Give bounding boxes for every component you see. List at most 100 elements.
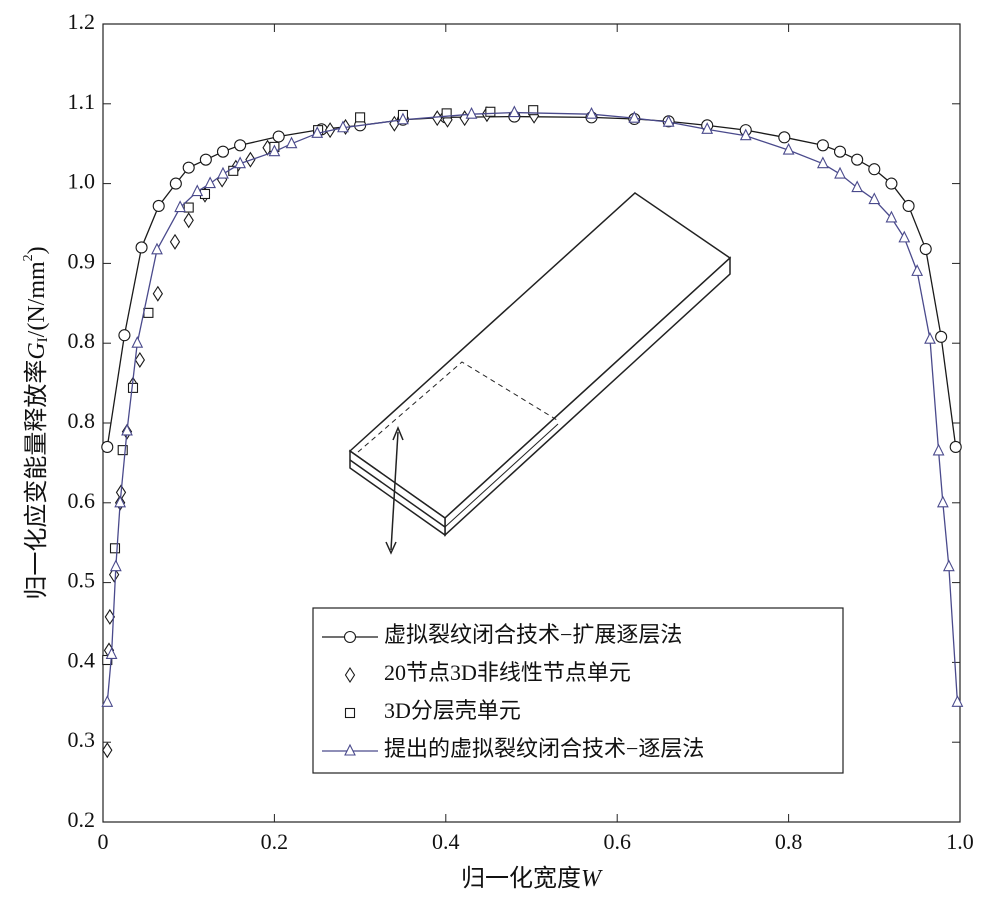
- x-tick-label: 0.4: [432, 829, 460, 854]
- marker-triangle: [701, 122, 714, 134]
- marker-triangle: [834, 166, 846, 179]
- marker-circle: [234, 139, 247, 152]
- y-label-superscript: 2: [21, 254, 36, 261]
- marker-triangle: [739, 128, 752, 141]
- marker-triangle: [285, 136, 298, 149]
- marker-triangle: [508, 105, 521, 118]
- x-tick-label: 0.8: [775, 829, 803, 854]
- marker-circle: [885, 177, 898, 190]
- y-label-symbol: G: [24, 342, 50, 359]
- y-label-text: 归一化应变能量释放率: [23, 360, 50, 600]
- marker-triangle: [101, 695, 114, 707]
- legend-marker: [343, 630, 357, 644]
- legend-label: 20节点3D非线性节点单元: [384, 660, 631, 685]
- marker-diamond: [152, 285, 164, 302]
- marker-triangle: [851, 180, 864, 193]
- x-label-symbol: W: [581, 866, 603, 892]
- marker-triangle: [397, 112, 409, 125]
- x-tick-label: 0.6: [603, 829, 631, 854]
- marker-circle: [868, 163, 881, 176]
- marker-triangle: [268, 144, 281, 157]
- y-tick-label: 0.4: [68, 647, 96, 672]
- marker-square: [441, 108, 452, 119]
- y-label-subscript: I: [35, 337, 51, 342]
- legend-marker: [344, 707, 356, 719]
- marker-triangle: [662, 114, 675, 127]
- marker-triangle: [932, 443, 945, 456]
- marker-circle: [199, 153, 212, 166]
- marker-circle: [169, 177, 182, 190]
- marker-triangle: [311, 126, 324, 138]
- marker-square: [102, 654, 113, 666]
- marker-diamond: [432, 110, 443, 127]
- marker-circle: [272, 130, 285, 143]
- marker-triangle: [868, 192, 881, 205]
- marker-triangle: [174, 200, 187, 213]
- marker-circle: [851, 153, 864, 166]
- marker-circle: [216, 145, 230, 158]
- marker-circle: [135, 241, 148, 254]
- marker-circle: [949, 440, 962, 453]
- legend-marker: [344, 743, 356, 756]
- marker-triangle: [131, 335, 144, 348]
- x-tick-label: 0: [98, 829, 109, 854]
- y-tick-label: 0.2: [68, 807, 96, 832]
- y-tick-label: 0.3: [68, 727, 96, 752]
- marker-triangle: [191, 184, 204, 197]
- x-tick-label: 1.0: [946, 829, 974, 854]
- marker-diamond: [134, 351, 146, 368]
- marker-circle: [182, 161, 195, 174]
- marker-circle: [152, 199, 165, 212]
- marker-circle: [816, 139, 829, 152]
- marker-circle: [778, 131, 791, 144]
- y-label-unit-end: ): [24, 246, 50, 254]
- x-tick-label: 0.2: [261, 829, 289, 854]
- marker-circle: [935, 330, 948, 343]
- marker-circle: [902, 199, 915, 212]
- marker-square: [143, 307, 154, 318]
- marker-triangle: [885, 210, 898, 223]
- y-tick-label: 0.5: [68, 568, 96, 593]
- marker-square: [117, 445, 128, 456]
- legend-label: 虚拟裂纹闭合技术−扩展逐层法: [384, 622, 682, 647]
- marker-triangle: [898, 230, 911, 243]
- marker-triangle: [942, 559, 955, 572]
- marker-triangle: [204, 176, 217, 189]
- marker-circle: [101, 440, 114, 453]
- legend-marker: [344, 666, 356, 684]
- y-tick-label: 0.8: [68, 328, 96, 353]
- marker-circle: [833, 145, 847, 158]
- y-tick-label: 0.9: [68, 248, 96, 273]
- marker-triangle: [628, 110, 641, 123]
- marker-triangle: [585, 106, 598, 119]
- y-tick-label: 1.1: [68, 89, 96, 114]
- y-axis-label: 归一化应变能量释放率GI/(N/mm2): [21, 246, 51, 599]
- marker-triangle: [105, 647, 118, 659]
- marker-triangle: [911, 264, 924, 276]
- marker-triangle: [782, 142, 795, 155]
- marker-square: [183, 202, 194, 213]
- marker-triangle: [109, 559, 122, 572]
- legend-label: 提出的虚拟裂纹闭合技术−逐层法: [384, 736, 704, 761]
- marker-circle: [919, 242, 932, 256]
- marker-square: [355, 112, 366, 123]
- marker-triangle: [337, 120, 349, 133]
- y-tick-label: 1.2: [68, 9, 96, 34]
- y-label-unit: /(N/mm: [24, 261, 50, 337]
- y-tick-label: 1.0: [68, 169, 96, 194]
- legend-box: [312, 607, 844, 774]
- marker-triangle: [234, 156, 247, 169]
- y-tick-label: 0.6: [68, 488, 96, 513]
- marker-triangle: [951, 695, 964, 707]
- legend-label: 3D分层壳单元: [384, 698, 521, 723]
- marker-square: [528, 105, 539, 116]
- marker-triangle: [217, 166, 229, 179]
- marker-triangle: [924, 331, 936, 344]
- x-axis-label: 归一化宽度W: [461, 865, 603, 892]
- marker-square: [485, 106, 496, 117]
- marker-triangle: [936, 495, 949, 508]
- marker-triangle: [151, 242, 163, 255]
- marker-triangle: [465, 106, 478, 119]
- marker-diamond: [183, 212, 194, 229]
